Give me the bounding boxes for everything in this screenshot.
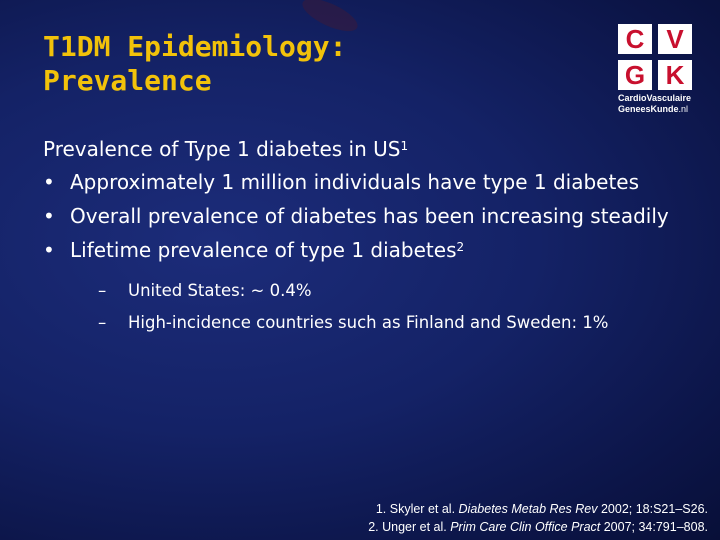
reference-2: 2. Unger et al. Prim Care Clin Office Pr… [368, 518, 708, 536]
bullet-text: Approximately 1 million individuals have… [70, 170, 640, 194]
logo-caption-line-1: CardioVasculaire [618, 93, 692, 103]
bullet-item: • Lifetime prevalence of type 1 diabetes… [43, 233, 693, 339]
reference-journal: Diabetes Metab Res Rev [458, 502, 598, 516]
logo-tiles: C V G K [618, 24, 692, 90]
footnote-marker-1: 1 [400, 139, 409, 153]
sub-bullet-item: – United States: ~ 0.4% [70, 275, 693, 307]
sub-bullet-dash: – [98, 313, 107, 332]
bullet-item: • Approximately 1 million individuals ha… [43, 165, 693, 199]
sub-bullet-text: United States: ~ 0.4% [128, 281, 312, 300]
logo-tile-k: K [658, 60, 692, 90]
footnote-marker-2: 2 [456, 240, 465, 254]
bullet-text: Lifetime prevalence of type 1 diabetes [70, 238, 457, 262]
logo-caption-suffix: .nl [678, 104, 689, 114]
bullet-dot: • [43, 204, 55, 228]
sub-bullet-item: – High-incidence countries such as Finla… [70, 307, 693, 339]
section-heading: Prevalence of Type 1 diabetes in US1 [43, 133, 693, 165]
title-line-1: T1DM Epidemiology: [43, 30, 347, 63]
sub-bullet-list: – United States: ~ 0.4% – High-incidence… [70, 275, 693, 339]
slide-title: T1DM Epidemiology: Prevalence [43, 30, 346, 98]
bullet-item: • Overall prevalence of diabetes has bee… [43, 199, 693, 233]
logo-caption-main: GeneesKunde [618, 104, 679, 114]
reference-citation: 2007; 34:791–808. [600, 520, 708, 534]
reference-journal: Prim Care Clin Office Pract [450, 520, 601, 534]
reference-authors: 1. Skyler et al. [375, 502, 459, 516]
section-heading-text: Prevalence of Type 1 diabetes in US [43, 137, 401, 161]
sub-bullet-dash: – [98, 281, 107, 300]
logo-tile-g: G [618, 60, 652, 90]
logo-caption: CardioVasculaire GeneesKunde.nl [618, 93, 694, 115]
sub-bullet-text: High-incidence countries such as Finland… [128, 313, 609, 332]
cvgk-logo: C V G K CardioVasculaire GeneesKunde.nl [618, 24, 694, 116]
reference-authors: 2. Unger et al. [368, 520, 451, 534]
references: 1. Skyler et al. Diabetes Metab Res Rev … [368, 500, 708, 536]
logo-tile-c: C [618, 24, 652, 54]
slide-body: Prevalence of Type 1 diabetes in US1 • A… [43, 133, 693, 339]
title-line-2: Prevalence [43, 64, 212, 97]
reference-citation: 2002; 18:S21–S26. [597, 502, 708, 516]
logo-tile-v: V [658, 24, 692, 54]
bullet-text: Overall prevalence of diabetes has been … [70, 204, 669, 228]
bullet-list: • Approximately 1 million individuals ha… [43, 165, 693, 339]
bullet-dot: • [43, 170, 55, 194]
logo-caption-line-2: GeneesKunde.nl [618, 104, 694, 115]
bullet-dot: • [43, 238, 55, 262]
reference-1: 1. Skyler et al. Diabetes Metab Res Rev … [368, 500, 708, 518]
